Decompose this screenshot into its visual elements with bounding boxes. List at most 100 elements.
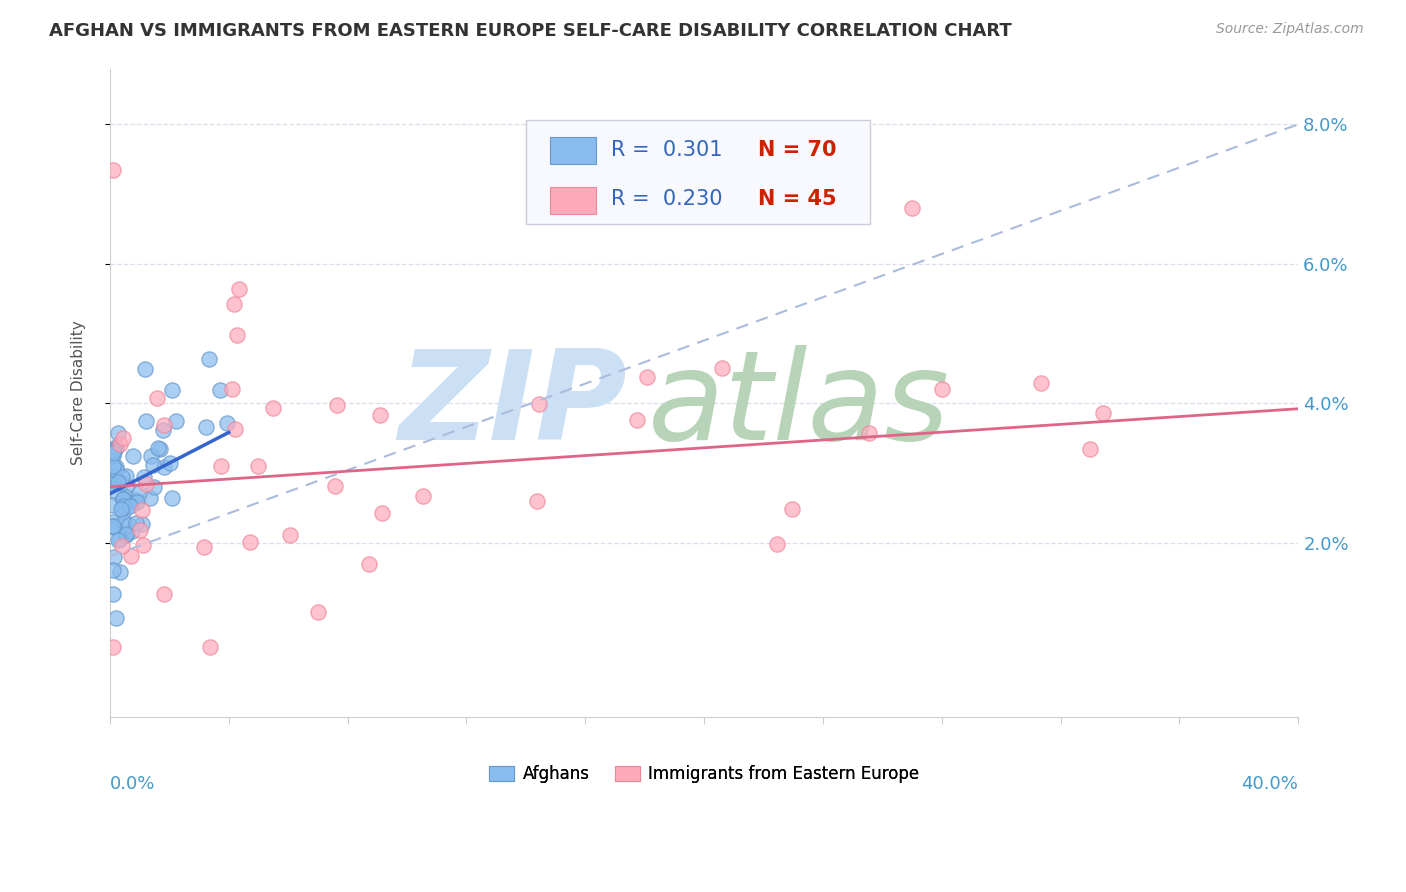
Point — [103, 549, 125, 564]
Point — [105, 463, 128, 477]
Point — [224, 297, 246, 311]
Point — [131, 503, 153, 517]
Point — [111, 491, 134, 506]
Point — [134, 470, 156, 484]
Point — [209, 459, 232, 474]
Point — [115, 527, 138, 541]
Text: ZIP: ZIP — [398, 345, 627, 467]
Point — [142, 458, 165, 472]
Point — [105, 485, 128, 500]
Point — [527, 397, 550, 411]
Point — [228, 282, 250, 296]
Point — [121, 524, 143, 539]
Point — [139, 449, 162, 463]
Text: N = 45: N = 45 — [758, 189, 837, 210]
Text: N = 70: N = 70 — [758, 139, 837, 160]
Text: atlas: atlas — [648, 345, 950, 467]
Point — [101, 515, 124, 529]
Text: 40.0%: 40.0% — [1241, 775, 1298, 793]
Point — [1078, 442, 1101, 457]
Point — [132, 538, 155, 552]
Text: R =  0.301: R = 0.301 — [612, 139, 723, 160]
Point — [101, 450, 124, 464]
Point — [146, 441, 169, 455]
Point — [107, 475, 129, 490]
Point — [224, 422, 246, 436]
Point — [120, 499, 142, 513]
Point — [120, 549, 142, 563]
Point — [308, 605, 330, 619]
Point — [101, 563, 124, 577]
Text: R =  0.230: R = 0.230 — [612, 189, 723, 210]
Y-axis label: Self-Care Disability: Self-Care Disability — [72, 320, 86, 465]
Point — [221, 382, 243, 396]
Point — [780, 502, 803, 516]
Point — [278, 527, 301, 541]
Point — [101, 458, 124, 473]
Point — [103, 520, 125, 534]
Point — [162, 491, 184, 506]
Point — [122, 449, 145, 463]
Point — [101, 640, 124, 655]
Point — [103, 442, 125, 457]
Legend: Afghans, Immigrants from Eastern Europe: Afghans, Immigrants from Eastern Europe — [482, 758, 925, 789]
Point — [323, 478, 346, 492]
Point — [208, 383, 231, 397]
Point — [931, 382, 953, 396]
Point — [107, 425, 129, 440]
Point — [153, 587, 176, 601]
Point — [108, 566, 131, 580]
Point — [103, 587, 125, 601]
Point — [104, 442, 127, 457]
Point — [118, 517, 141, 532]
Point — [115, 495, 138, 509]
Point — [145, 391, 167, 405]
Point — [101, 519, 124, 533]
Point — [217, 416, 239, 430]
Point — [115, 528, 138, 542]
Point — [105, 441, 128, 455]
Point — [101, 444, 124, 458]
Text: AFGHAN VS IMMIGRANTS FROM EASTERN EUROPE SELF-CARE DISABILITY CORRELATION CHART: AFGHAN VS IMMIGRANTS FROM EASTERN EUROPE… — [49, 22, 1012, 40]
Point — [101, 475, 124, 489]
Point — [101, 446, 124, 460]
Text: 0.0%: 0.0% — [110, 775, 155, 793]
Point — [152, 460, 174, 475]
Point — [412, 489, 434, 503]
Point — [149, 442, 172, 457]
Point — [193, 540, 215, 554]
Point — [711, 361, 734, 376]
Point — [226, 328, 249, 343]
Point — [152, 423, 174, 437]
Point — [115, 468, 138, 483]
Point — [326, 398, 349, 412]
Point — [125, 493, 148, 508]
Point — [371, 506, 394, 520]
Point — [131, 517, 153, 532]
Point — [153, 417, 176, 432]
Point — [101, 476, 124, 491]
Point — [110, 437, 132, 451]
Point — [636, 369, 658, 384]
Text: Source: ZipAtlas.com: Source: ZipAtlas.com — [1216, 22, 1364, 37]
Point — [112, 491, 135, 506]
Point — [128, 485, 150, 500]
Point — [262, 401, 284, 416]
Point — [626, 413, 648, 427]
Point — [103, 498, 125, 512]
Point — [198, 640, 221, 655]
FancyBboxPatch shape — [526, 120, 870, 224]
Point — [135, 414, 157, 428]
Point — [101, 470, 124, 484]
Point — [110, 502, 132, 516]
Point — [858, 426, 880, 441]
Point — [111, 499, 134, 513]
Point — [110, 475, 132, 490]
Point — [1029, 376, 1052, 390]
Point — [194, 420, 217, 434]
Point — [198, 351, 221, 366]
Point — [110, 539, 132, 553]
Point — [368, 409, 391, 423]
Point — [112, 505, 135, 519]
Point — [159, 456, 181, 470]
